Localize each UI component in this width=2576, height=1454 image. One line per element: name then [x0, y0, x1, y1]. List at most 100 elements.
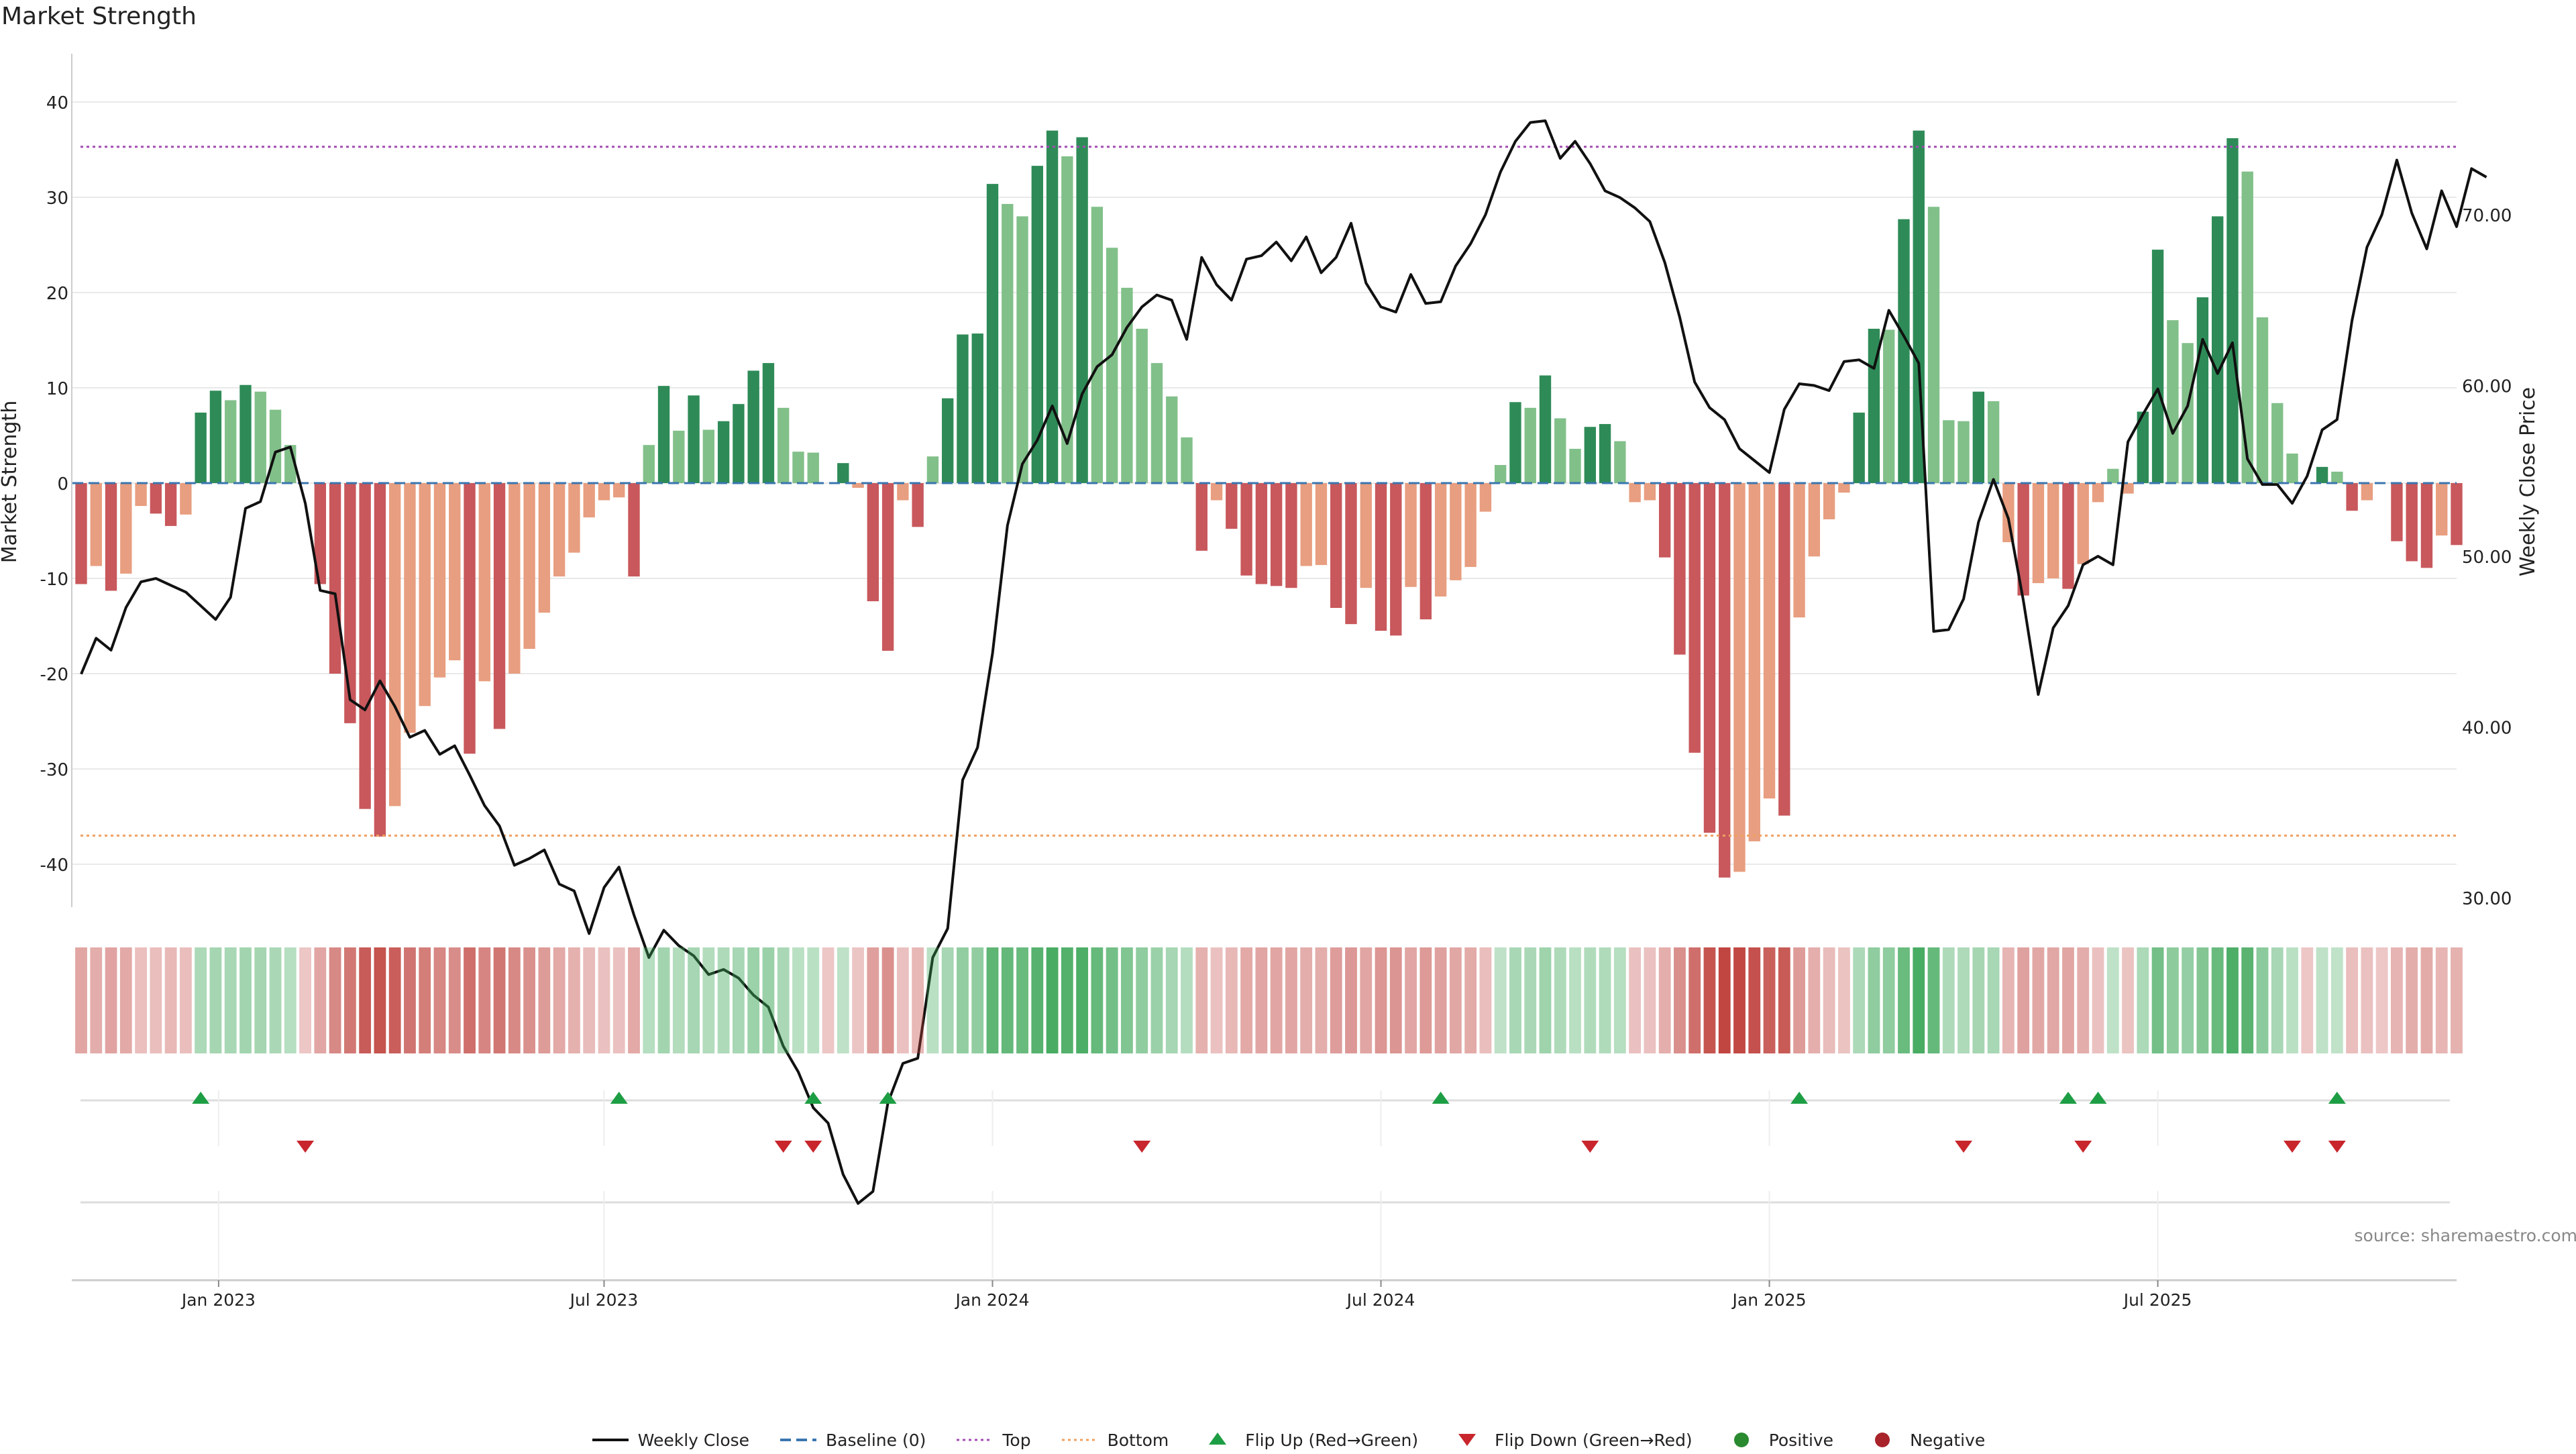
flip-up-marker [1432, 1092, 1450, 1104]
strength-bar [2212, 216, 2223, 483]
heat-cell [1211, 947, 1223, 1053]
heat-cell [2286, 947, 2298, 1053]
strength-bar [135, 483, 146, 506]
strength-bar [1495, 465, 1506, 483]
strength-bar [1704, 483, 1715, 833]
heat-cell [1300, 947, 1312, 1053]
legend-item: Flip Up (Red→Green) [1198, 1431, 1418, 1450]
strength-bar [404, 483, 415, 733]
heat-cell [2002, 947, 2015, 1053]
strength-bar [75, 483, 87, 584]
heat-cell [971, 947, 983, 1053]
strength-bar [150, 483, 162, 513]
strength-bar [329, 483, 341, 674]
strength-bar [1181, 437, 1192, 483]
heat-cell [2092, 947, 2104, 1053]
heat-cell [389, 947, 401, 1053]
heat-cell [2122, 947, 2134, 1053]
y2-tick-label: 30.00 [2462, 889, 2512, 909]
strength-bar [1943, 420, 1954, 483]
strength-bar [882, 483, 894, 651]
strength-bar [91, 483, 102, 566]
heat-cell [1659, 947, 1671, 1053]
heat-cell [852, 947, 864, 1053]
strength-bar [1016, 216, 1028, 483]
heat-cell [1764, 947, 1776, 1053]
strength-bar [808, 453, 819, 483]
strength-bar [777, 408, 789, 483]
heat-cell [1629, 947, 1641, 1053]
heat-cell [2226, 947, 2239, 1053]
strength-bar [1330, 483, 1342, 608]
heat-cell [2331, 947, 2343, 1053]
heat-cell [2316, 947, 2328, 1053]
x-tick-label: Jan 2024 [954, 1290, 1029, 1310]
heat-cell [1793, 947, 1805, 1053]
heat-cell [2033, 947, 2045, 1053]
strength-bar [972, 333, 983, 483]
strength-bar [1733, 483, 1745, 872]
flip-up-marker [2059, 1092, 2077, 1104]
strength-bar [1823, 483, 1835, 519]
heat-cell [2301, 947, 2313, 1053]
heat-cell [1480, 947, 1492, 1053]
heat-cell [314, 947, 326, 1053]
heat-cell [1226, 947, 1238, 1053]
market-strength-chart: 403020100-10-20-30-4070.0060.0050.0040.0… [0, 0, 2576, 1409]
heat-cell [867, 947, 879, 1053]
heat-cell [1644, 947, 1656, 1053]
strength-bar [957, 334, 968, 483]
heat-cell [434, 947, 446, 1053]
heat-cell [613, 947, 625, 1053]
legend-item: Baseline (0) [779, 1431, 926, 1450]
heat-cell [419, 947, 431, 1053]
x-tick-label: Jul 2024 [1346, 1290, 1415, 1310]
solid-line-icon [591, 1431, 630, 1449]
heat-cell [1719, 947, 1731, 1053]
strength-bar [1853, 413, 1864, 483]
heat-cell [987, 947, 999, 1053]
heat-cell [1435, 947, 1447, 1053]
heat-cell [1928, 947, 1940, 1053]
heat-cell [508, 947, 521, 1053]
heat-cell [568, 947, 580, 1053]
strength-bar [2331, 472, 2343, 483]
heat-cell [2241, 947, 2253, 1053]
heat-cell [449, 947, 461, 1053]
heat-cell [165, 947, 177, 1053]
strength-bar [2152, 250, 2163, 483]
strength-bar [1002, 204, 1013, 483]
heat-cell [583, 947, 595, 1053]
legend-label: Bottom [1108, 1431, 1169, 1450]
heat-cell [120, 947, 132, 1053]
strength-bar [1509, 402, 1521, 483]
strength-bar [584, 483, 595, 517]
heat-cell [299, 947, 311, 1053]
legend-item: Positive [1722, 1431, 1833, 1450]
heat-cell [1748, 947, 1760, 1053]
heat-cell [105, 947, 117, 1053]
y-tick-label: -20 [40, 665, 68, 685]
heat-cell [1464, 947, 1477, 1053]
heat-cell [2062, 947, 2074, 1053]
y-tick-label: 20 [46, 284, 68, 304]
strength-bar [434, 483, 445, 678]
legend-label: Flip Down (Green→Red) [1495, 1431, 1693, 1450]
strength-bar [598, 483, 610, 501]
strength-bar [1719, 483, 1730, 878]
strength-bar [987, 184, 998, 483]
dotted-line-icon [955, 1431, 994, 1449]
strength-bar [643, 445, 655, 483]
heat-cell [195, 947, 207, 1053]
heat-cell [837, 947, 849, 1053]
heat-cell [75, 947, 87, 1053]
heat-cell [1419, 947, 1432, 1053]
heat-cell [1808, 947, 1820, 1053]
strength-bar [120, 483, 131, 574]
flip-up-marker [1790, 1092, 1808, 1104]
heat-cell [359, 947, 371, 1053]
heat-cell [2182, 947, 2194, 1053]
strength-bar [1809, 483, 1820, 556]
heat-cell [1913, 947, 1925, 1053]
heat-cell [1495, 947, 1507, 1053]
